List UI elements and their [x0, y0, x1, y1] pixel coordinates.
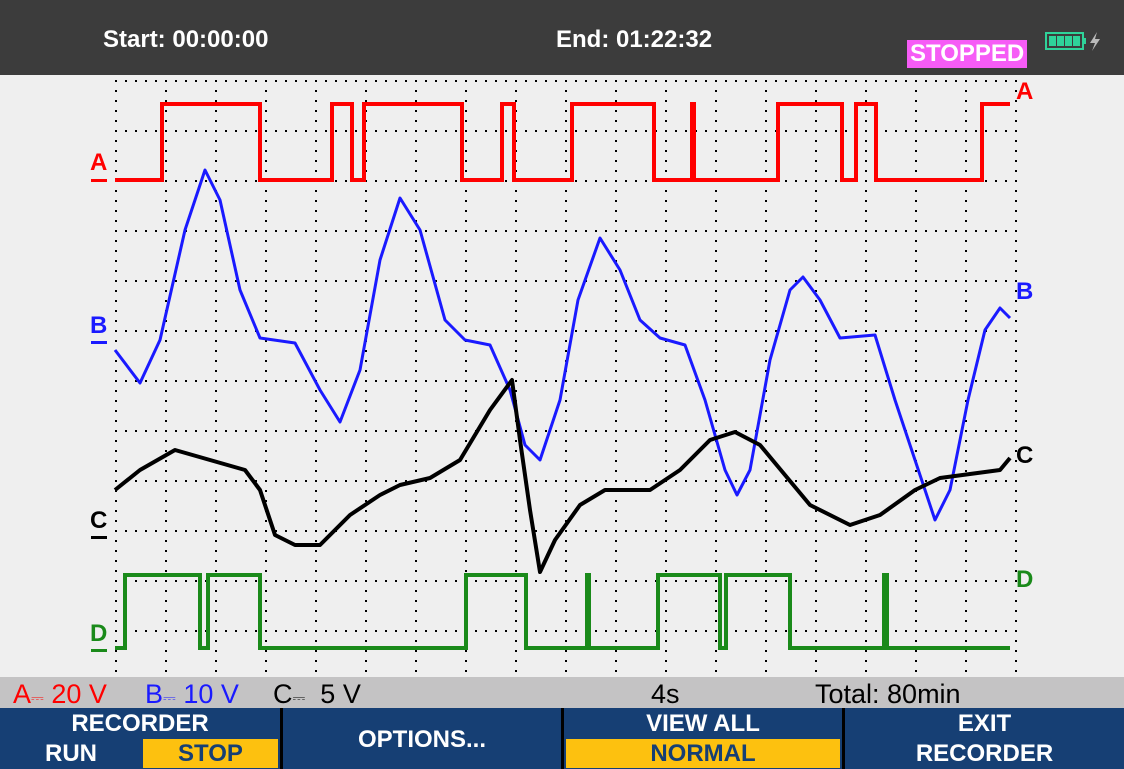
view-all-option[interactable]: VIEW ALL: [646, 710, 760, 737]
trace-d-label-right: D: [1016, 566, 1034, 593]
options-button[interactable]: OPTIONS...: [283, 708, 561, 769]
dc-coupling-icon: ⎓: [31, 690, 44, 707]
stop-option[interactable]: STOP: [143, 739, 278, 768]
channel-c-name: C: [273, 679, 293, 709]
trace-c-label-right: C: [1016, 442, 1034, 469]
options-label: OPTIONS...: [357, 726, 486, 753]
softkey-bar: RECORDER RUN STOP OPTIONS... VIEW ALL NO…: [0, 708, 1124, 769]
channel-b-value: 10 V: [183, 679, 239, 709]
dc-coupling-icon: ⎓: [163, 690, 176, 707]
trace-d-marker-left: D: [90, 620, 108, 647]
trace-d-waveform: [115, 573, 1010, 650]
timebase: 4s: [651, 679, 680, 709]
channel-c-value: 5 V: [320, 679, 361, 709]
recorder-label: RECORDER: [915, 740, 1054, 767]
channel-a-value: 20 V: [51, 679, 107, 709]
end-time: End: 01:22:32: [556, 26, 713, 53]
exit-recorder-button[interactable]: EXIT RECORDER: [845, 708, 1124, 769]
trace-c-waveform: [113, 378, 1012, 574]
trace-d-marker-underline: [91, 649, 107, 652]
trace-a-marker-underline: [91, 179, 107, 182]
trace-a-waveform: [115, 102, 1010, 182]
trace-b-marker-left: B: [90, 312, 108, 339]
channel-a-name: A: [13, 679, 32, 709]
waveform-display: A A B B C C D D: [0, 75, 1124, 677]
scale-info-bar: A⎓ 20 V B⎓ 10 V C⎓ 5 V 4s Total: 80min: [0, 677, 1124, 710]
channel-c-scale: C⎓ 5 V: [273, 679, 361, 710]
total-duration: Total: 80min: [815, 679, 961, 709]
view-all-normal-button[interactable]: VIEW ALL NORMAL: [564, 708, 842, 769]
dc-coupling-icon: ⎓: [292, 690, 306, 707]
start-time: Start: 00:00:00: [103, 26, 269, 53]
normal-option[interactable]: NORMAL: [566, 739, 840, 768]
recorder-run-stop-button[interactable]: RECORDER RUN STOP: [0, 708, 280, 769]
waveform-canvas: [91, 80, 1017, 672]
trace-b-label-right: B: [1016, 278, 1034, 305]
exit-label: EXIT: [957, 710, 1012, 737]
recorder-label: RECORDER: [71, 710, 209, 737]
trace-c-marker-left: C: [90, 507, 108, 534]
status-badge: STOPPED: [907, 40, 1028, 68]
grid-dots: [115, 80, 1017, 672]
header: Start: 00:00:00 End: 01:22:32 STOPPED: [0, 0, 1124, 75]
channel-b-name: B: [145, 679, 164, 709]
trace-b-waveform: [113, 168, 1012, 522]
channel-a-scale: A⎓ 20 V: [13, 679, 107, 710]
channel-b-scale: B⎓ 10 V: [145, 679, 239, 710]
trace-a-marker-left: A: [90, 149, 108, 176]
battery-charging-icon: [1045, 32, 1100, 51]
trace-b-marker-underline: [91, 341, 107, 344]
trace-a-label-right: A: [1016, 78, 1034, 105]
run-option[interactable]: RUN: [45, 740, 97, 767]
trace-c-marker-underline: [91, 536, 107, 539]
